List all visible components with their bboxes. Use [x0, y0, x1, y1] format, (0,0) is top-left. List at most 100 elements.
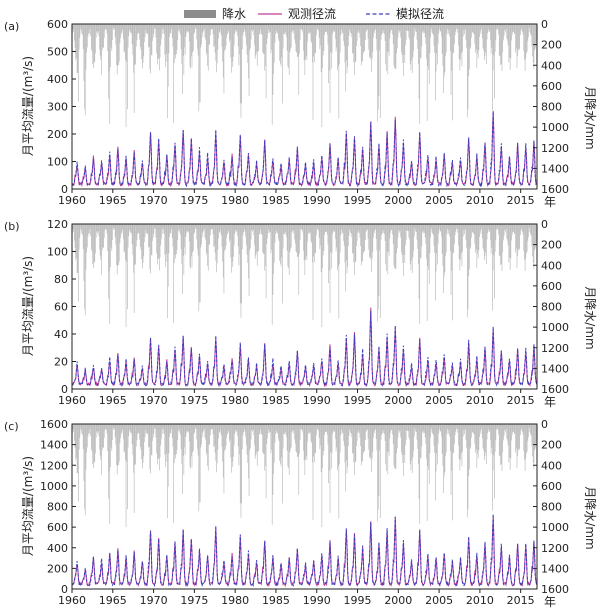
- x-tick-label: 2000: [384, 394, 412, 407]
- x-tick-label: 1985: [262, 594, 290, 607]
- x-tick-label: 2005: [425, 194, 453, 207]
- y2-tick-label: 1600: [541, 583, 569, 596]
- x-tick-label: 2015: [507, 194, 535, 207]
- observed-flow-line: [72, 516, 538, 588]
- panel-a-precip-bars: [71, 24, 538, 128]
- panel-c-y2-ticks: 0 200 400 600 800 1000 1200 1400 1600: [533, 418, 569, 596]
- y-tick-label: 200: [47, 562, 68, 575]
- y-tick-label: 40: [54, 328, 68, 341]
- panel-b-precip-bars: [71, 224, 538, 328]
- panel-a: 0 100 200 300 400 500 600 0 200 400 600 800 1000 120…: [4, 18, 597, 209]
- panel-a-y2-ticks: 0 200 400 600 800 1000 1200 1400 1600: [533, 18, 569, 196]
- y2-tick-label: 400: [541, 259, 562, 272]
- panel-a-x-ticks: 1960 1965 1970 1975 1980 1985 1990 1995 2000 2005…: [58, 189, 535, 207]
- y-tick-label: 80: [54, 273, 68, 286]
- y2-tick-label: 1600: [541, 183, 569, 196]
- y-tick-label: 400: [47, 542, 68, 555]
- panel-c-ylabel-right: 月降水/mm: [583, 486, 597, 549]
- y-tick-label: 0: [61, 383, 68, 396]
- y-tick-label: 200: [47, 128, 68, 141]
- x-tick-label: 1965: [99, 394, 127, 407]
- panel-a-ylabel-right: 月降水/mm: [583, 86, 597, 149]
- panel-c-label: (c): [4, 420, 19, 433]
- panel-b-y2-ticks: 0 200 400 600 800 1000 1200 1400 1600: [533, 218, 569, 396]
- panel-c: 0 200 400 600 800 1000 1200 1400 1600 0 200 400 600…: [4, 418, 597, 609]
- x-tick-label: 1975: [180, 594, 208, 607]
- panel-a-label: (a): [4, 20, 19, 33]
- x-tick-label: 1980: [221, 394, 249, 407]
- y-tick-label: 120: [47, 218, 68, 231]
- y2-tick-label: 800: [541, 301, 562, 314]
- y-tick-label: 300: [47, 101, 68, 114]
- x-tick-label: 1985: [262, 194, 290, 207]
- y2-tick-label: 1400: [541, 562, 569, 575]
- x-tick-label: 1960: [58, 594, 86, 607]
- y2-tick-label: 1200: [541, 342, 569, 355]
- panel-a-y-ticks: 0 100 200 300 400 500 600: [47, 18, 76, 196]
- y2-tick-label: 1000: [541, 321, 569, 334]
- x-tick-label: 1970: [140, 594, 168, 607]
- y2-tick-label: 0: [541, 418, 548, 431]
- y-tick-label: 0: [61, 183, 68, 196]
- legend-label-precip: 降水: [222, 7, 246, 21]
- panel-b-series: [71, 307, 538, 388]
- panel-b-ylabel-right: 月降水/mm: [583, 286, 597, 349]
- x-tick-label: 1995: [344, 394, 372, 407]
- x-tick-label: 2010: [466, 194, 494, 207]
- x-tick-label: 1970: [140, 394, 168, 407]
- x-tick-label: 1980: [221, 194, 249, 207]
- y-tick-label: 800: [47, 501, 68, 514]
- y-tick-label: 500: [47, 46, 68, 59]
- panel-c-ylabel: 月平均流量/(m³/s): [21, 456, 35, 556]
- simulated-flow-line: [71, 310, 538, 388]
- x-tick-label: 1990: [303, 394, 331, 407]
- panel-b-x-ticks: 1960 1965 1970 1975 1980 1985 1990 1995 2000 2005…: [58, 389, 535, 407]
- x-tick-label: 1970: [140, 194, 168, 207]
- x-tick-label: 2005: [425, 394, 453, 407]
- y-tick-label: 1600: [40, 418, 68, 431]
- y2-tick-label: 1600: [541, 383, 569, 396]
- y2-tick-label: 1200: [541, 542, 569, 555]
- panel-c-x-ticks: 1960 1965 1970 1975 1980 1985 1990 1995 2000 2005…: [58, 589, 535, 607]
- x-tick-label: 1990: [303, 194, 331, 207]
- panel-c-xlabel: 年: [544, 595, 556, 609]
- x-tick-label: 2010: [466, 594, 494, 607]
- panel-b-xlabel: 年: [544, 395, 556, 409]
- panel-a-ylabel: 月平均流量/(m³/s): [21, 56, 35, 156]
- x-tick-label: 2015: [507, 594, 535, 607]
- panel-b-label: (b): [4, 220, 20, 233]
- y2-tick-label: 1400: [541, 362, 569, 375]
- y2-tick-label: 0: [541, 218, 548, 231]
- y2-tick-label: 800: [541, 101, 562, 114]
- y-tick-label: 100: [47, 156, 68, 169]
- simulated-flow-line: [71, 111, 538, 188]
- panel-a-series: [71, 110, 538, 188]
- x-tick-label: 1960: [58, 194, 86, 207]
- y2-tick-label: 1000: [541, 521, 569, 534]
- y-tick-label: 600: [47, 18, 68, 31]
- x-tick-label: 1980: [221, 594, 249, 607]
- panel-b: 0 20 40 60 80 100 120 0 200 400 600 800 1000 1200 140…: [4, 218, 597, 409]
- panel-c-y-ticks: 0 200 400 600 800 1000 1200 1400 1600: [40, 418, 76, 596]
- legend: 降水 观测径流 模拟径流: [184, 7, 444, 21]
- legend-label-observed: 观测径流: [288, 7, 336, 21]
- y-tick-label: 1000: [40, 480, 68, 493]
- y-tick-label: 100: [47, 246, 68, 259]
- x-tick-label: 1995: [344, 594, 372, 607]
- simulated-flow-line: [72, 514, 538, 587]
- panel-a-xlabel: 年: [544, 195, 556, 209]
- x-tick-label: 1990: [303, 594, 331, 607]
- y-tick-label: 0: [61, 583, 68, 596]
- x-tick-label: 2010: [466, 394, 494, 407]
- y2-tick-label: 400: [541, 59, 562, 72]
- legend-label-simulated: 模拟径流: [396, 7, 444, 21]
- panel-c-precip-bars: [71, 424, 538, 528]
- y-tick-label: 400: [47, 73, 68, 86]
- y-tick-label: 60: [54, 301, 68, 314]
- x-tick-label: 2005: [425, 594, 453, 607]
- panel-b-y-ticks: 0 20 40 60 80 100 120: [47, 218, 76, 396]
- y2-tick-label: 1200: [541, 142, 569, 155]
- panel-b-ylabel: 月平均流量/(m³/s): [21, 256, 35, 356]
- y2-tick-label: 200: [541, 239, 562, 252]
